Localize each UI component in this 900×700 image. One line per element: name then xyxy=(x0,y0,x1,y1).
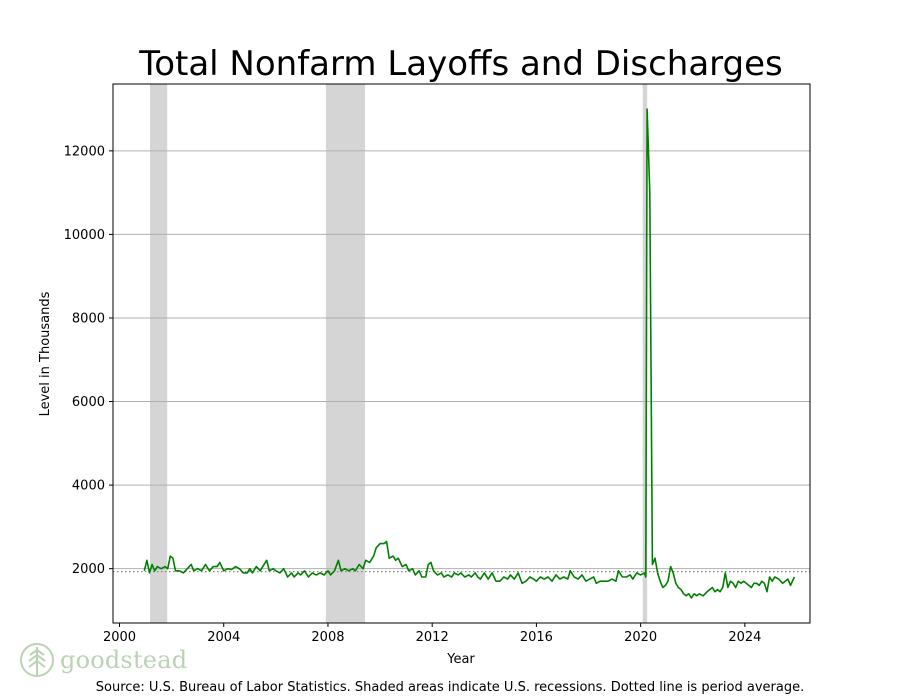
y-tick-label: 4000 xyxy=(72,479,105,494)
recession-bands xyxy=(149,84,648,623)
x-tick-label: 2024 xyxy=(728,630,761,645)
recession-band xyxy=(149,84,168,623)
y-tick-label: 8000 xyxy=(72,311,105,326)
chart-title: Total Nonfarm Layoffs and Discharges xyxy=(139,44,783,84)
x-axis-ticks: 2000 2004 2008 2012 2016 2020 2024 xyxy=(103,623,761,645)
plot-frame xyxy=(112,83,811,624)
series-layer xyxy=(143,108,796,599)
gridlines xyxy=(113,150,810,570)
y-axis-ticks: 2000 4000 6000 8000 10000 12000 xyxy=(64,144,113,577)
y-tick-label: 2000 xyxy=(72,562,105,577)
y-tick-label: 6000 xyxy=(72,395,105,410)
x-axis-label: Year xyxy=(446,652,475,667)
goodstead-logo: goodstead xyxy=(20,641,187,679)
logo-wordmark: goodstead xyxy=(60,646,188,674)
x-tick-label: 2008 xyxy=(311,630,344,645)
recession-band xyxy=(642,84,648,623)
x-tick-label: 2004 xyxy=(207,630,240,645)
y-axis-label: Level in Thousands xyxy=(38,291,53,416)
x-tick-label: 2020 xyxy=(624,630,657,645)
y-tick-label: 10000 xyxy=(64,228,105,243)
x-tick-label: 2000 xyxy=(103,630,136,645)
y-tick-label: 12000 xyxy=(64,144,105,159)
recession-band xyxy=(325,84,365,623)
source-note: Source: U.S. Bureau of Labor Statistics.… xyxy=(95,680,805,695)
x-tick-label: 2012 xyxy=(416,630,449,645)
series-line xyxy=(143,108,796,599)
x-tick-label: 2016 xyxy=(520,630,553,645)
tree-icon xyxy=(20,643,54,677)
